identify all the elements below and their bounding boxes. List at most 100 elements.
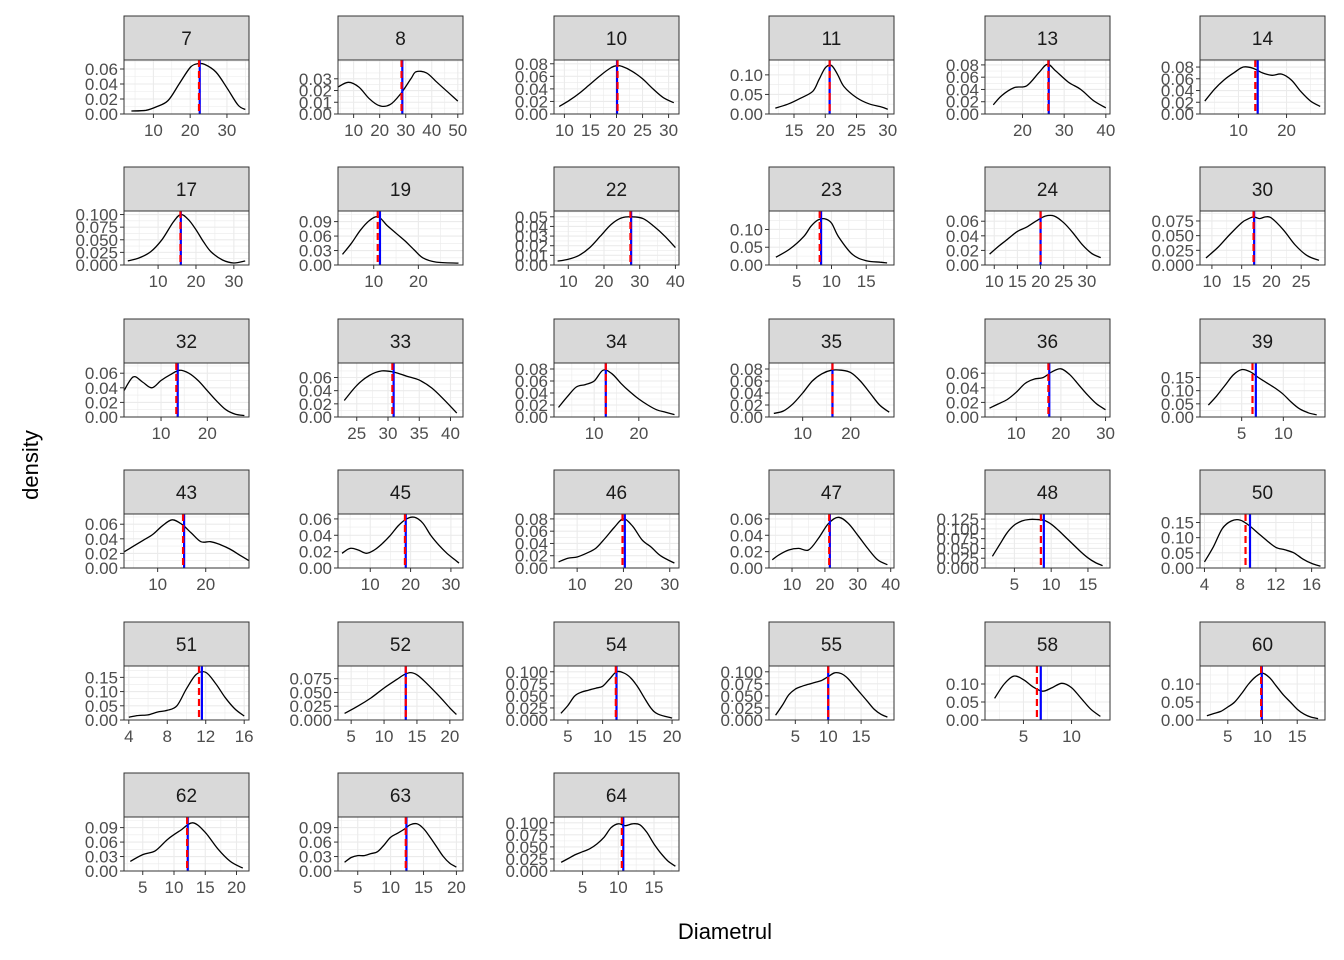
panel-border: [123, 59, 250, 115]
y-tick-label: 0.050: [75, 231, 118, 250]
facet-panel-36: 36 10 20 30 0.000.020.040.06: [946, 318, 1115, 443]
y-tick-label: 0.15: [1161, 368, 1194, 387]
facet-strip-label: 24: [1037, 180, 1059, 201]
x-tick-label: 5: [346, 727, 355, 746]
facet-strip: [768, 469, 895, 515]
y-tick-label: 0.02: [946, 393, 979, 412]
facet-panel-32: 32 10 20 0.000.020.040.06: [85, 318, 250, 443]
facet-panel-43: 43 10 20 0.000.020.040.06: [85, 469, 250, 594]
y-tick-label: 0.00: [946, 711, 979, 730]
panel-border: [337, 59, 464, 115]
y-tick-label: 0.09: [299, 819, 332, 838]
x-tick-label: 20: [1013, 121, 1032, 140]
y-tick-label: 0.08: [1161, 58, 1194, 77]
x-tick-label: 20: [841, 424, 860, 443]
y-tick-label: 0.02: [515, 92, 548, 111]
y-tick-label: 0.025: [720, 699, 763, 718]
facet-panel-63: 63 5 10 15 20 0.000.030.060.09: [299, 772, 466, 897]
y-tick-label: 0.02: [85, 393, 118, 412]
facet-panel-8: 8 10 20 30 40 50 0.000.010.020.03: [299, 15, 467, 140]
facet-panel-47: 47 10 20 30 40 0.000.020.040.06: [730, 469, 900, 594]
y-tick-label: 0.06: [299, 368, 332, 387]
y-tick-label: 0.00: [85, 559, 118, 578]
panel-border: [123, 210, 250, 266]
panel-border: [1199, 210, 1326, 266]
x-tick-label: 20: [595, 272, 614, 291]
facet-strip: [768, 318, 895, 364]
x-tick-label: 10: [344, 121, 363, 140]
y-tick-label: 0.00: [946, 408, 979, 427]
y-tick-label: 0.06: [515, 372, 548, 391]
y-tick-label: 0.02: [85, 544, 118, 563]
panel-background: [985, 211, 1110, 265]
x-tick-label: 15: [581, 121, 600, 140]
y-tick-label: 0.025: [75, 243, 118, 262]
x-tick-label: 10: [559, 272, 578, 291]
y-tick-label: 0.05: [1161, 693, 1194, 712]
x-tick-label: 10: [783, 575, 802, 594]
y-tick-label: 0.02: [946, 93, 979, 112]
x-tick-label: 16: [1302, 575, 1321, 594]
facet-strip: [553, 15, 680, 61]
y-tick-label: 0.03: [299, 70, 332, 89]
x-tick-label: 16: [235, 727, 254, 746]
y-tick-label: 0.10: [730, 220, 763, 239]
x-tick-label: 4: [1200, 575, 1209, 594]
x-tick-label: 30: [659, 121, 678, 140]
x-tick-label: 40: [1096, 121, 1115, 140]
y-tick-label: 0.00: [946, 256, 979, 275]
y-tick-label: 0.06: [1161, 70, 1194, 89]
x-tick-label: 25: [633, 121, 652, 140]
x-tick-label: 40: [441, 424, 460, 443]
x-tick-label: 8: [163, 727, 172, 746]
x-tick-label: 30: [660, 575, 679, 594]
facet-panel-39: 39 5 10 0.000.050.100.15: [1161, 318, 1326, 443]
x-tick-label: 10: [152, 424, 171, 443]
y-tick-label: 0.02: [299, 543, 332, 562]
facet-strip: [123, 621, 250, 667]
y-tick-label: 0.03: [515, 227, 548, 246]
density-curve: [775, 671, 888, 718]
y-tick-label: 0.00: [515, 559, 548, 578]
facet-strip-label: 13: [1037, 29, 1058, 50]
facet-strip: [768, 15, 895, 61]
x-tick-label: 30: [630, 272, 649, 291]
y-tick-label: 0.05: [1161, 544, 1194, 563]
panel-border: [553, 665, 680, 721]
x-tick-label: 20: [181, 121, 200, 140]
facet-strip: [553, 318, 680, 364]
y-tick-label: 0.000: [75, 256, 118, 275]
x-tick-label: 20: [1277, 121, 1296, 140]
y-tick-label: 0.06: [299, 510, 332, 529]
panel-background: [124, 514, 249, 568]
x-tick-label: 5: [563, 727, 572, 746]
facet-strip: [1199, 469, 1326, 515]
panel-border: [123, 816, 250, 872]
y-tick-label: 0.10: [730, 66, 763, 85]
x-tick-label: 30: [1077, 272, 1096, 291]
x-tick-label: 10: [819, 727, 838, 746]
x-tick-label: 20: [607, 121, 626, 140]
y-tick-label: 0.05: [946, 693, 979, 712]
facet-strip-label: 54: [606, 635, 628, 656]
facet-strip-label: 10: [606, 29, 627, 50]
y-tick-label: 0.04: [299, 382, 332, 401]
x-tick-label: 10: [1202, 272, 1221, 291]
density-curve: [775, 217, 888, 264]
facet-panel-10: 10 10 15 20 25 30 0.000.020.040.060.08: [515, 15, 680, 140]
y-tick-label: 0.03: [299, 848, 332, 867]
x-tick-label: 15: [407, 727, 426, 746]
y-tick-label: 0.025: [289, 697, 332, 716]
y-tick-label: 0.06: [946, 68, 979, 87]
y-tick-label: 0.06: [946, 364, 979, 383]
x-tick-label: 20: [227, 878, 246, 897]
x-tick-label: 25: [347, 424, 366, 443]
density-curve: [341, 516, 460, 564]
panel-border: [553, 362, 680, 418]
panel-border: [768, 59, 895, 115]
panel-border: [123, 362, 250, 418]
density-curve: [1203, 519, 1321, 567]
facet-panel-7: 7 10 20 30 0.000.020.040.06: [85, 15, 250, 140]
density-curve: [1204, 66, 1321, 107]
